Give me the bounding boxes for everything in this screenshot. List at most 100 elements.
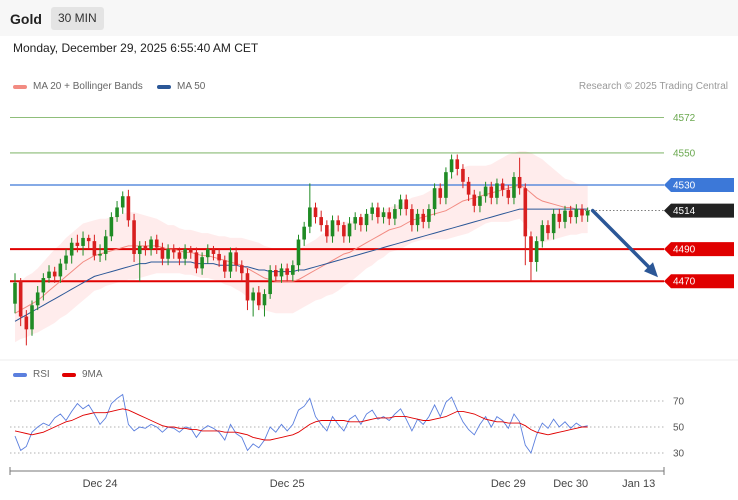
- candle: [461, 168, 465, 182]
- candle: [325, 225, 329, 237]
- x-tick-label: Jan 13: [622, 478, 655, 490]
- candle: [291, 265, 295, 275]
- x-tick-label: Dec 24: [83, 478, 118, 490]
- candle: [557, 213, 562, 222]
- candle: [18, 281, 23, 317]
- candle: [126, 196, 131, 221]
- candle: [279, 268, 284, 277]
- candle: [313, 207, 318, 218]
- candle: [166, 249, 170, 259]
- candle: [115, 207, 119, 218]
- candle: [234, 252, 238, 266]
- legend-rsi: RSI: [13, 369, 50, 380]
- candle: [285, 268, 289, 275]
- candle: [92, 241, 97, 256]
- candle: [370, 207, 375, 214]
- candle: [500, 183, 505, 190]
- candle: [194, 252, 199, 269]
- level-tag-4514: [664, 203, 734, 218]
- candle: [154, 239, 159, 248]
- level-label-4470: 4470: [673, 277, 696, 288]
- candle: [245, 273, 250, 301]
- level-label-4514: 4514: [673, 206, 696, 217]
- candle: [580, 209, 584, 216]
- candle: [109, 217, 114, 237]
- candle: [240, 265, 244, 274]
- legend-rsi-label: RSI: [33, 369, 50, 380]
- candle: [438, 188, 443, 198]
- candle: [563, 210, 567, 222]
- rsi-line: [14, 393, 588, 454]
- candle: [251, 292, 255, 301]
- forecast-arrow: [590, 208, 654, 272]
- forecast-arrowhead: [644, 262, 658, 278]
- ma50-swatch: [157, 84, 171, 89]
- candle: [41, 278, 46, 293]
- ma50-line: [14, 208, 588, 322]
- candle: [188, 249, 193, 253]
- candle: [483, 186, 488, 197]
- candle: [211, 249, 216, 254]
- x-tick-label: Dec 25: [270, 478, 305, 490]
- candle: [183, 249, 187, 259]
- legend-rsi-ma-label: 9MA: [82, 369, 103, 380]
- legend-ma20-label: MA 20 + Bollinger Bands: [33, 81, 143, 92]
- candle: [347, 223, 352, 237]
- level-label-4572: 4572: [673, 113, 696, 124]
- chart-credit: Research © 2025 Trading Central: [578, 81, 728, 92]
- candle: [342, 225, 346, 237]
- candle: [546, 225, 550, 234]
- candle: [330, 220, 335, 237]
- candle: [222, 260, 227, 272]
- candle: [64, 255, 68, 264]
- timeframe-button[interactable]: 30 MIN: [51, 7, 104, 30]
- candle: [149, 239, 153, 250]
- candle: [81, 237, 85, 246]
- candle: [506, 189, 511, 198]
- level-tag-4530: [664, 178, 734, 192]
- candle: [404, 199, 409, 210]
- candle: [98, 253, 102, 256]
- candle: [58, 263, 63, 277]
- rsi-level-label-50: 50: [673, 423, 685, 434]
- candle: [523, 188, 528, 237]
- level-tag-4470: [664, 274, 734, 289]
- candle: [30, 305, 34, 330]
- candle: [466, 181, 471, 195]
- candle: [228, 252, 233, 272]
- legend-ma50-label: MA 50: [177, 81, 206, 92]
- candle: [132, 220, 136, 254]
- candle: [421, 213, 426, 222]
- level-label-4530: 4530: [673, 181, 696, 192]
- candle: [585, 210, 590, 216]
- candle: [534, 241, 539, 262]
- candle: [86, 237, 91, 242]
- candle: [69, 242, 74, 256]
- candle: [302, 226, 306, 240]
- candle: [13, 282, 17, 304]
- candle: [393, 209, 397, 219]
- rsi-level-label-70: 70: [673, 397, 685, 408]
- candle: [177, 252, 182, 259]
- candle: [296, 239, 301, 266]
- candle: [75, 242, 80, 246]
- rsi-ma-line: [14, 408, 588, 441]
- candle: [353, 217, 357, 224]
- candle: [410, 209, 414, 226]
- legend-ma50: MA 50: [157, 81, 205, 92]
- chart-header: Gold 30 MIN: [0, 0, 738, 36]
- chart-datetime: Monday, December 29, 2025 6:55:40 AM CET: [13, 41, 259, 55]
- legend-ma20: MA 20 + Bollinger Bands: [13, 81, 143, 92]
- candle: [171, 249, 176, 253]
- rsi-swatch: [13, 372, 27, 377]
- candle: [415, 213, 420, 226]
- candle: [143, 245, 148, 250]
- candle: [529, 236, 533, 262]
- candle: [319, 217, 323, 226]
- candle: [217, 253, 221, 261]
- candle: [455, 159, 460, 169]
- candle: [551, 213, 556, 234]
- candle: [574, 209, 579, 218]
- bollinger-band: [15, 151, 588, 343]
